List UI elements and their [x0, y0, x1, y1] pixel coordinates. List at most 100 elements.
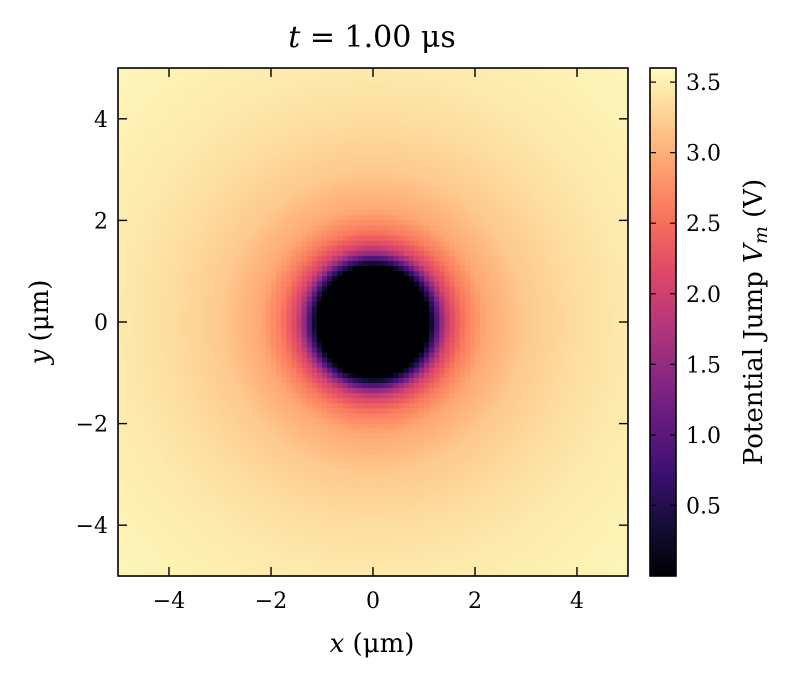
heatmap-cell [143, 225, 150, 232]
heatmap-cell [520, 235, 527, 242]
heatmap-cell [286, 250, 292, 257]
heatmap-cell [158, 83, 165, 89]
heatmap-cell [403, 220, 410, 227]
heatmap-cell [505, 306, 512, 313]
heatmap-cell [500, 255, 507, 262]
heatmap-cell [352, 261, 359, 267]
heatmap-cell [158, 245, 165, 252]
heatmap-cell [148, 255, 155, 262]
heatmap-cell [592, 164, 598, 171]
heatmap-cell [225, 205, 231, 211]
heatmap-cell [250, 139, 257, 145]
heatmap-cell [357, 250, 364, 257]
heatmap-cell [332, 144, 338, 150]
heatmap-cell [469, 179, 476, 186]
heatmap-cell [138, 154, 145, 161]
heatmap-cell [352, 225, 359, 232]
heatmap-cell [541, 316, 547, 323]
heatmap-cell [311, 281, 318, 288]
heatmap-cell [255, 261, 262, 267]
heatmap-cell [133, 108, 139, 115]
heatmap-cell [158, 296, 165, 303]
heatmap-cell [541, 73, 547, 79]
heatmap-cell [515, 301, 522, 308]
heatmap-cell [551, 149, 558, 155]
heatmap-cell [367, 184, 374, 191]
heatmap-cell [500, 174, 507, 181]
heatmap-cell [480, 291, 486, 298]
heatmap-cell [536, 164, 542, 171]
heatmap-cell [464, 276, 471, 282]
heatmap-cell [556, 78, 563, 84]
heatmap-cell [184, 169, 190, 176]
heatmap-cell [347, 311, 354, 318]
heatmap-cell [520, 210, 527, 216]
heatmap-cell [449, 286, 456, 293]
heatmap-cell [475, 159, 481, 166]
heatmap-cell [388, 245, 394, 252]
heatmap-cell [194, 123, 201, 130]
heatmap-cell [429, 139, 435, 145]
heatmap-cell [429, 250, 435, 257]
heatmap-cell [265, 250, 272, 257]
heatmap-cell [138, 281, 145, 288]
heatmap-cell [214, 179, 221, 186]
heatmap-cell [255, 291, 262, 298]
heatmap-cell [189, 113, 196, 120]
heatmap-cell [592, 261, 598, 267]
heatmap-cell [163, 271, 170, 277]
heatmap-cell [388, 205, 394, 211]
heatmap-cell [255, 225, 262, 232]
heatmap-cell [571, 179, 578, 186]
heatmap-cell [561, 301, 568, 308]
heatmap-cell [291, 88, 298, 94]
heatmap-cell [240, 83, 247, 89]
heatmap-cell [444, 184, 451, 191]
heatmap-cell [118, 78, 124, 84]
heatmap-cell [123, 220, 129, 227]
heatmap-cell [408, 245, 415, 252]
heatmap-cell [582, 200, 588, 206]
heatmap-cell [546, 225, 553, 232]
heatmap-cell [179, 281, 185, 288]
heatmap-cell [439, 200, 445, 206]
heatmap-cell [174, 311, 180, 318]
heatmap-cell [281, 250, 287, 257]
heatmap-cell [322, 311, 328, 318]
heatmap-cell [301, 195, 308, 201]
heatmap-cell [199, 154, 206, 161]
heatmap-cell [602, 189, 609, 196]
heatmap-cell [556, 164, 563, 171]
heatmap-cell [582, 139, 588, 145]
heatmap-cell [515, 311, 522, 318]
heatmap-cell [464, 225, 471, 232]
heatmap-cell [388, 240, 394, 247]
heatmap-cell [337, 316, 343, 323]
heatmap-cell [322, 149, 328, 155]
heatmap-cell [306, 103, 313, 110]
heatmap-cell [617, 184, 624, 191]
heatmap-cell [245, 235, 252, 242]
heatmap-cell [367, 210, 374, 216]
heatmap-cell [179, 68, 185, 74]
heatmap-cell [357, 261, 364, 267]
heatmap-cell [327, 184, 333, 191]
heatmap-cell [225, 184, 231, 191]
heatmap-cell [306, 316, 313, 323]
heatmap-cell [128, 154, 134, 161]
heatmap-cell [546, 306, 553, 313]
heatmap-cell [209, 78, 216, 84]
heatmap-cell [301, 179, 308, 186]
heatmap-cell [291, 230, 298, 237]
heatmap-cell [617, 179, 624, 186]
heatmap-cell [352, 123, 359, 130]
heatmap-cell [607, 220, 614, 227]
heatmap-cell [332, 205, 338, 211]
heatmap-cell [245, 93, 252, 100]
heatmap-cell [485, 230, 491, 237]
heatmap-cell [469, 98, 476, 105]
heatmap-cell [587, 316, 593, 323]
heatmap-cell [260, 123, 267, 130]
heatmap-cell [449, 103, 456, 110]
heatmap-cell [546, 296, 553, 303]
